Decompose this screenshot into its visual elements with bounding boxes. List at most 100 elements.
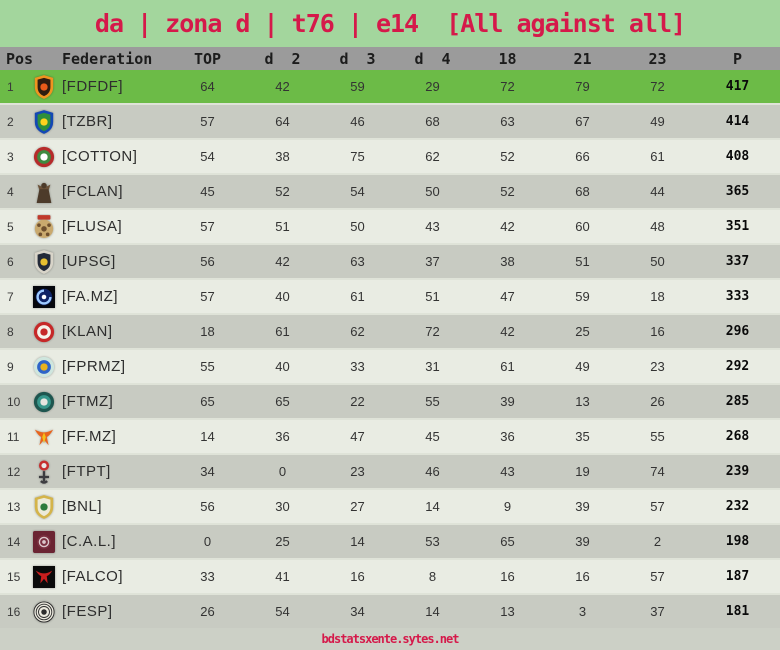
points-value: 239 xyxy=(725,464,750,479)
score-value: 0 xyxy=(278,464,287,479)
score-value: 33 xyxy=(350,359,365,374)
score-value: 62 xyxy=(350,324,365,339)
score-value: 68 xyxy=(575,184,590,199)
score-value: 22 xyxy=(350,394,365,409)
points-value: 232 xyxy=(725,499,750,514)
points-value: 292 xyxy=(725,359,750,374)
score-value: 61 xyxy=(275,324,290,339)
position-label: 4 xyxy=(7,184,14,199)
score-value: 53 xyxy=(425,534,440,549)
score-value: 79 xyxy=(575,79,590,94)
position-label: 8 xyxy=(7,324,14,339)
score-value: 57 xyxy=(200,114,215,129)
position-label: 2 xyxy=(7,114,14,129)
points-value: 198 xyxy=(725,534,750,549)
federation-name: [FDFDF] xyxy=(62,78,123,95)
score-value: 74 xyxy=(650,464,665,479)
score-value: 36 xyxy=(500,429,515,444)
federation-name: [FA.MZ] xyxy=(62,288,118,305)
score-value: 42 xyxy=(500,324,515,339)
site-link[interactable]: bdstatsxente.sytes.net xyxy=(321,632,460,646)
score-value: 14 xyxy=(350,534,365,549)
score-value: 72 xyxy=(650,79,665,94)
federation-name: [FTMZ] xyxy=(62,393,114,410)
score-value: 25 xyxy=(275,534,290,549)
score-value: 16 xyxy=(350,569,365,584)
table-row: 1 [FDFDF] 64 42 59 29 72 79 72 417 xyxy=(0,70,780,103)
table-header-row: Pos Federation TOP d 2 d 3 d 4 18 21 23 P xyxy=(0,47,780,70)
score-value: 52 xyxy=(500,184,515,199)
score-value: 55 xyxy=(650,429,665,444)
score-value: 39 xyxy=(575,499,590,514)
score-value: 35 xyxy=(575,429,590,444)
score-value: 26 xyxy=(200,604,215,619)
score-value: 8 xyxy=(428,569,437,584)
score-value: 59 xyxy=(350,79,365,94)
score-value: 39 xyxy=(575,534,590,549)
points-value: 414 xyxy=(725,114,750,129)
score-value: 16 xyxy=(650,324,665,339)
table-row: 7 [FA.MZ] 57 40 61 51 47 59 18 333 xyxy=(0,278,780,313)
column-header-d-4: d 4 xyxy=(414,49,451,68)
position-label: 11 xyxy=(7,429,20,444)
tzbr-crest-icon xyxy=(26,109,62,135)
position-label: 13 xyxy=(7,499,21,514)
position-label: 16 xyxy=(7,604,21,619)
points-value: 181 xyxy=(725,604,750,619)
footer-bar: bdstatsxente.sytes.net xyxy=(0,628,780,650)
table-body: 1 [FDFDF] 64 42 59 29 72 79 72 417 2 [TZBR] 57 6… xyxy=(0,70,780,628)
table-row: 16 [FESP] 26 54 34 14 13 3 37 181 xyxy=(0,593,780,628)
score-value: 59 xyxy=(575,289,590,304)
points-value: 285 xyxy=(725,394,750,409)
score-value: 0 xyxy=(203,534,212,549)
ffmz-crest-icon xyxy=(26,424,62,450)
points-value: 296 xyxy=(725,324,750,339)
score-value: 54 xyxy=(275,604,290,619)
score-value: 72 xyxy=(500,79,515,94)
points-value: 268 xyxy=(725,429,750,444)
falco-crest-icon xyxy=(26,564,62,590)
table-row: 13 [BNL] 56 30 27 14 9 39 57 232 xyxy=(0,488,780,523)
federation-name: [KLAN] xyxy=(62,323,113,340)
score-value: 2 xyxy=(653,534,662,549)
score-value: 45 xyxy=(200,184,215,199)
score-value: 61 xyxy=(350,289,365,304)
score-value: 26 xyxy=(650,394,665,409)
score-value: 41 xyxy=(275,569,290,584)
position-label: 1 xyxy=(7,79,14,94)
score-value: 54 xyxy=(350,184,365,199)
score-value: 31 xyxy=(425,359,440,374)
federation-name: [UPSG] xyxy=(62,253,116,270)
score-value: 16 xyxy=(575,569,590,584)
score-value: 38 xyxy=(500,254,515,269)
score-value: 56 xyxy=(200,499,215,514)
score-value: 29 xyxy=(425,79,440,94)
score-value: 13 xyxy=(500,604,515,619)
position-label: 5 xyxy=(7,219,14,234)
table-row: 9 [FPRMZ] 55 40 33 31 61 49 23 292 xyxy=(0,348,780,383)
score-value: 75 xyxy=(350,149,365,164)
table-row: 5 [FLUSA] 57 51 50 43 42 60 48 351 xyxy=(0,208,780,243)
column-header-d-2: d 2 xyxy=(264,49,301,68)
federation-name: [COTTON] xyxy=(62,148,138,165)
score-value: 42 xyxy=(500,219,515,234)
score-value: 44 xyxy=(650,184,665,199)
score-value: 39 xyxy=(500,394,515,409)
score-value: 40 xyxy=(275,359,290,374)
ftpt-crest-icon xyxy=(26,459,62,485)
score-value: 33 xyxy=(200,569,215,584)
table-row: 11 [FF.MZ] 14 36 47 45 36 35 55 268 xyxy=(0,418,780,453)
federation-name: [C.A.L.] xyxy=(62,533,117,550)
score-value: 36 xyxy=(275,429,290,444)
score-value: 14 xyxy=(425,499,440,514)
score-value: 38 xyxy=(275,149,290,164)
score-value: 57 xyxy=(650,499,665,514)
score-value: 68 xyxy=(425,114,440,129)
federation-name: [FF.MZ] xyxy=(62,428,117,445)
bnl-crest-icon xyxy=(26,494,62,520)
score-value: 57 xyxy=(200,219,215,234)
column-header-points: P xyxy=(732,49,743,68)
score-value: 46 xyxy=(425,464,440,479)
federation-name: [FLUSA] xyxy=(62,218,123,235)
score-value: 19 xyxy=(575,464,590,479)
